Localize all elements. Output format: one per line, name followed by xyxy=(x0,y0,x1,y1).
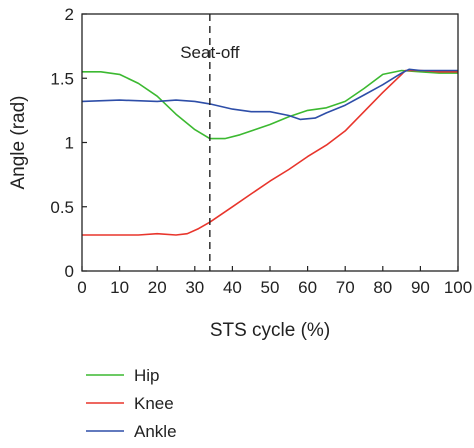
y-tick-label: 1 xyxy=(65,134,74,153)
series-line-hip xyxy=(82,69,458,140)
x-tick-label: 40 xyxy=(223,278,242,297)
x-tick-label: 80 xyxy=(373,278,392,297)
x-tick-label: 90 xyxy=(411,278,430,297)
y-tick-label: 2 xyxy=(65,5,74,24)
x-tick-label: 10 xyxy=(110,278,129,297)
x-tick-label: 60 xyxy=(298,278,317,297)
series-line-ankle xyxy=(81,68,458,121)
series-line-knee xyxy=(82,69,458,236)
annotation-layer: Seat-off xyxy=(180,14,240,271)
legend: Hip Knee Ankle xyxy=(86,366,177,441)
seat-off-label: Seat-off xyxy=(180,43,240,62)
legend-label-hip: Hip xyxy=(134,366,160,385)
y-tick-label: 1.5 xyxy=(50,69,74,88)
legend-label-knee: Knee xyxy=(134,394,174,413)
ticks-layer: 0 10 20 30 40 50 60 70 80 90 100 0 0.5 1 1.5 2 xyxy=(50,5,472,297)
x-tick-label: 50 xyxy=(261,278,280,297)
x-tick-label: 100 xyxy=(444,278,472,297)
plot-frame xyxy=(81,13,459,272)
x-tick-label: 70 xyxy=(336,278,355,297)
y-tick-label: 0.5 xyxy=(50,198,74,217)
x-axis-title: STS cycle (%) xyxy=(210,320,330,341)
y-tick-label: 0 xyxy=(65,262,74,281)
y-axis-title: Angle (rad) xyxy=(8,96,29,190)
x-tick-label: 0 xyxy=(77,278,86,297)
series-layer xyxy=(81,68,458,236)
x-tick-label: 30 xyxy=(185,278,204,297)
legend-label-ankle: Ankle xyxy=(134,422,177,441)
x-tick-label: 20 xyxy=(148,278,167,297)
